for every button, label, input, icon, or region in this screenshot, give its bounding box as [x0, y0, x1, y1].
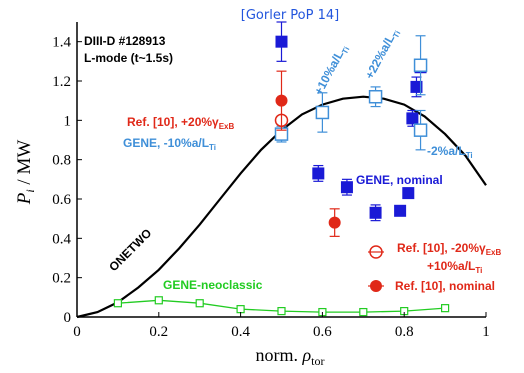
data-point-filled-square [406, 112, 419, 125]
data-point-small-square [277, 307, 286, 316]
x-axis-title: norm. ρtor [256, 345, 325, 368]
y-tick-label: 1.4 [52, 35, 71, 51]
data-point-filled-square [312, 167, 325, 180]
y-tick-label: 0.6 [52, 192, 71, 208]
plus22-label: +22%a/LTi [362, 26, 402, 82]
data-point-filled-square [402, 187, 415, 200]
y-tick-label: 1 [64, 113, 72, 129]
data-point-small-square [236, 305, 245, 314]
data-point-open-square [413, 123, 428, 137]
gene-nominal-label: GENE, nominal [356, 173, 443, 187]
data-point-open-square [368, 89, 383, 104]
data-point-filled-square [340, 181, 353, 194]
citation: [Gorler PoP 14] [241, 8, 339, 23]
x-tick-label: 0.8 [395, 324, 414, 340]
data-point-small-square [441, 304, 450, 313]
ref-minus20-line2-label: +10%a/LTi [427, 259, 482, 275]
y-tick-label: 0.2 [52, 271, 71, 287]
data-point-filled-circle [275, 94, 288, 107]
x-tick-label: 0.4 [231, 324, 250, 340]
ref-plus20-label: Ref. [10], +20%γExB [127, 115, 235, 131]
y-axis-title: Pi / MW [14, 140, 37, 206]
minus2-label: -2%a/LTi [427, 144, 473, 160]
plus10-label: +10%a/LTi [311, 42, 351, 98]
data-point-small-square [154, 296, 163, 305]
y-tick-label: 0.8 [52, 153, 71, 169]
mode-label: L-mode (t~1.5s) [84, 51, 173, 65]
data-point-filled-square [275, 35, 288, 48]
data-point-small-square [113, 299, 123, 308]
gene-minus10-label: GENE, -10%a/LTi [123, 136, 216, 152]
x-tick-label: 0.6 [313, 324, 332, 340]
ref-nominal-label: Ref. [10], nominal [395, 279, 495, 293]
x-tick-label: 0.2 [149, 324, 168, 340]
y-tick-label: 0.4 [52, 231, 71, 247]
x-ticks: 0 0.2 0.4 0.6 0.8 1 [73, 312, 490, 340]
y-tick-label: 0 [64, 310, 72, 326]
data-point-filled-square [394, 204, 407, 217]
shot-label: DIII-D #128913 [84, 34, 166, 48]
data-point-filled-square [369, 206, 382, 219]
data-point-filled-circle [328, 216, 341, 229]
ref-minus20-label: Ref. [10], -20%γExB [397, 241, 501, 257]
data-point-open-square [413, 58, 428, 73]
y-ticks: 0 0.2 0.4 0.6 0.8 1 1.2 1.4 [52, 35, 82, 326]
plot-area [76, 21, 487, 319]
data-point-open-square [315, 105, 330, 120]
y-tick-label: 1.2 [52, 74, 71, 90]
neoclassic-label: GENE-neoclassic [163, 278, 263, 292]
x-tick-label: 1 [482, 324, 490, 340]
onetwo-label: ONETWO [106, 226, 154, 274]
x-tick-label: 0 [73, 324, 81, 340]
data-point-filled-square [410, 80, 423, 93]
data-point-small-square [359, 307, 368, 317]
data-point-small-square [195, 299, 204, 308]
annotations: DIII-D #128913 L-mode (t~1.5s) Ref. [10]… [84, 26, 501, 293]
